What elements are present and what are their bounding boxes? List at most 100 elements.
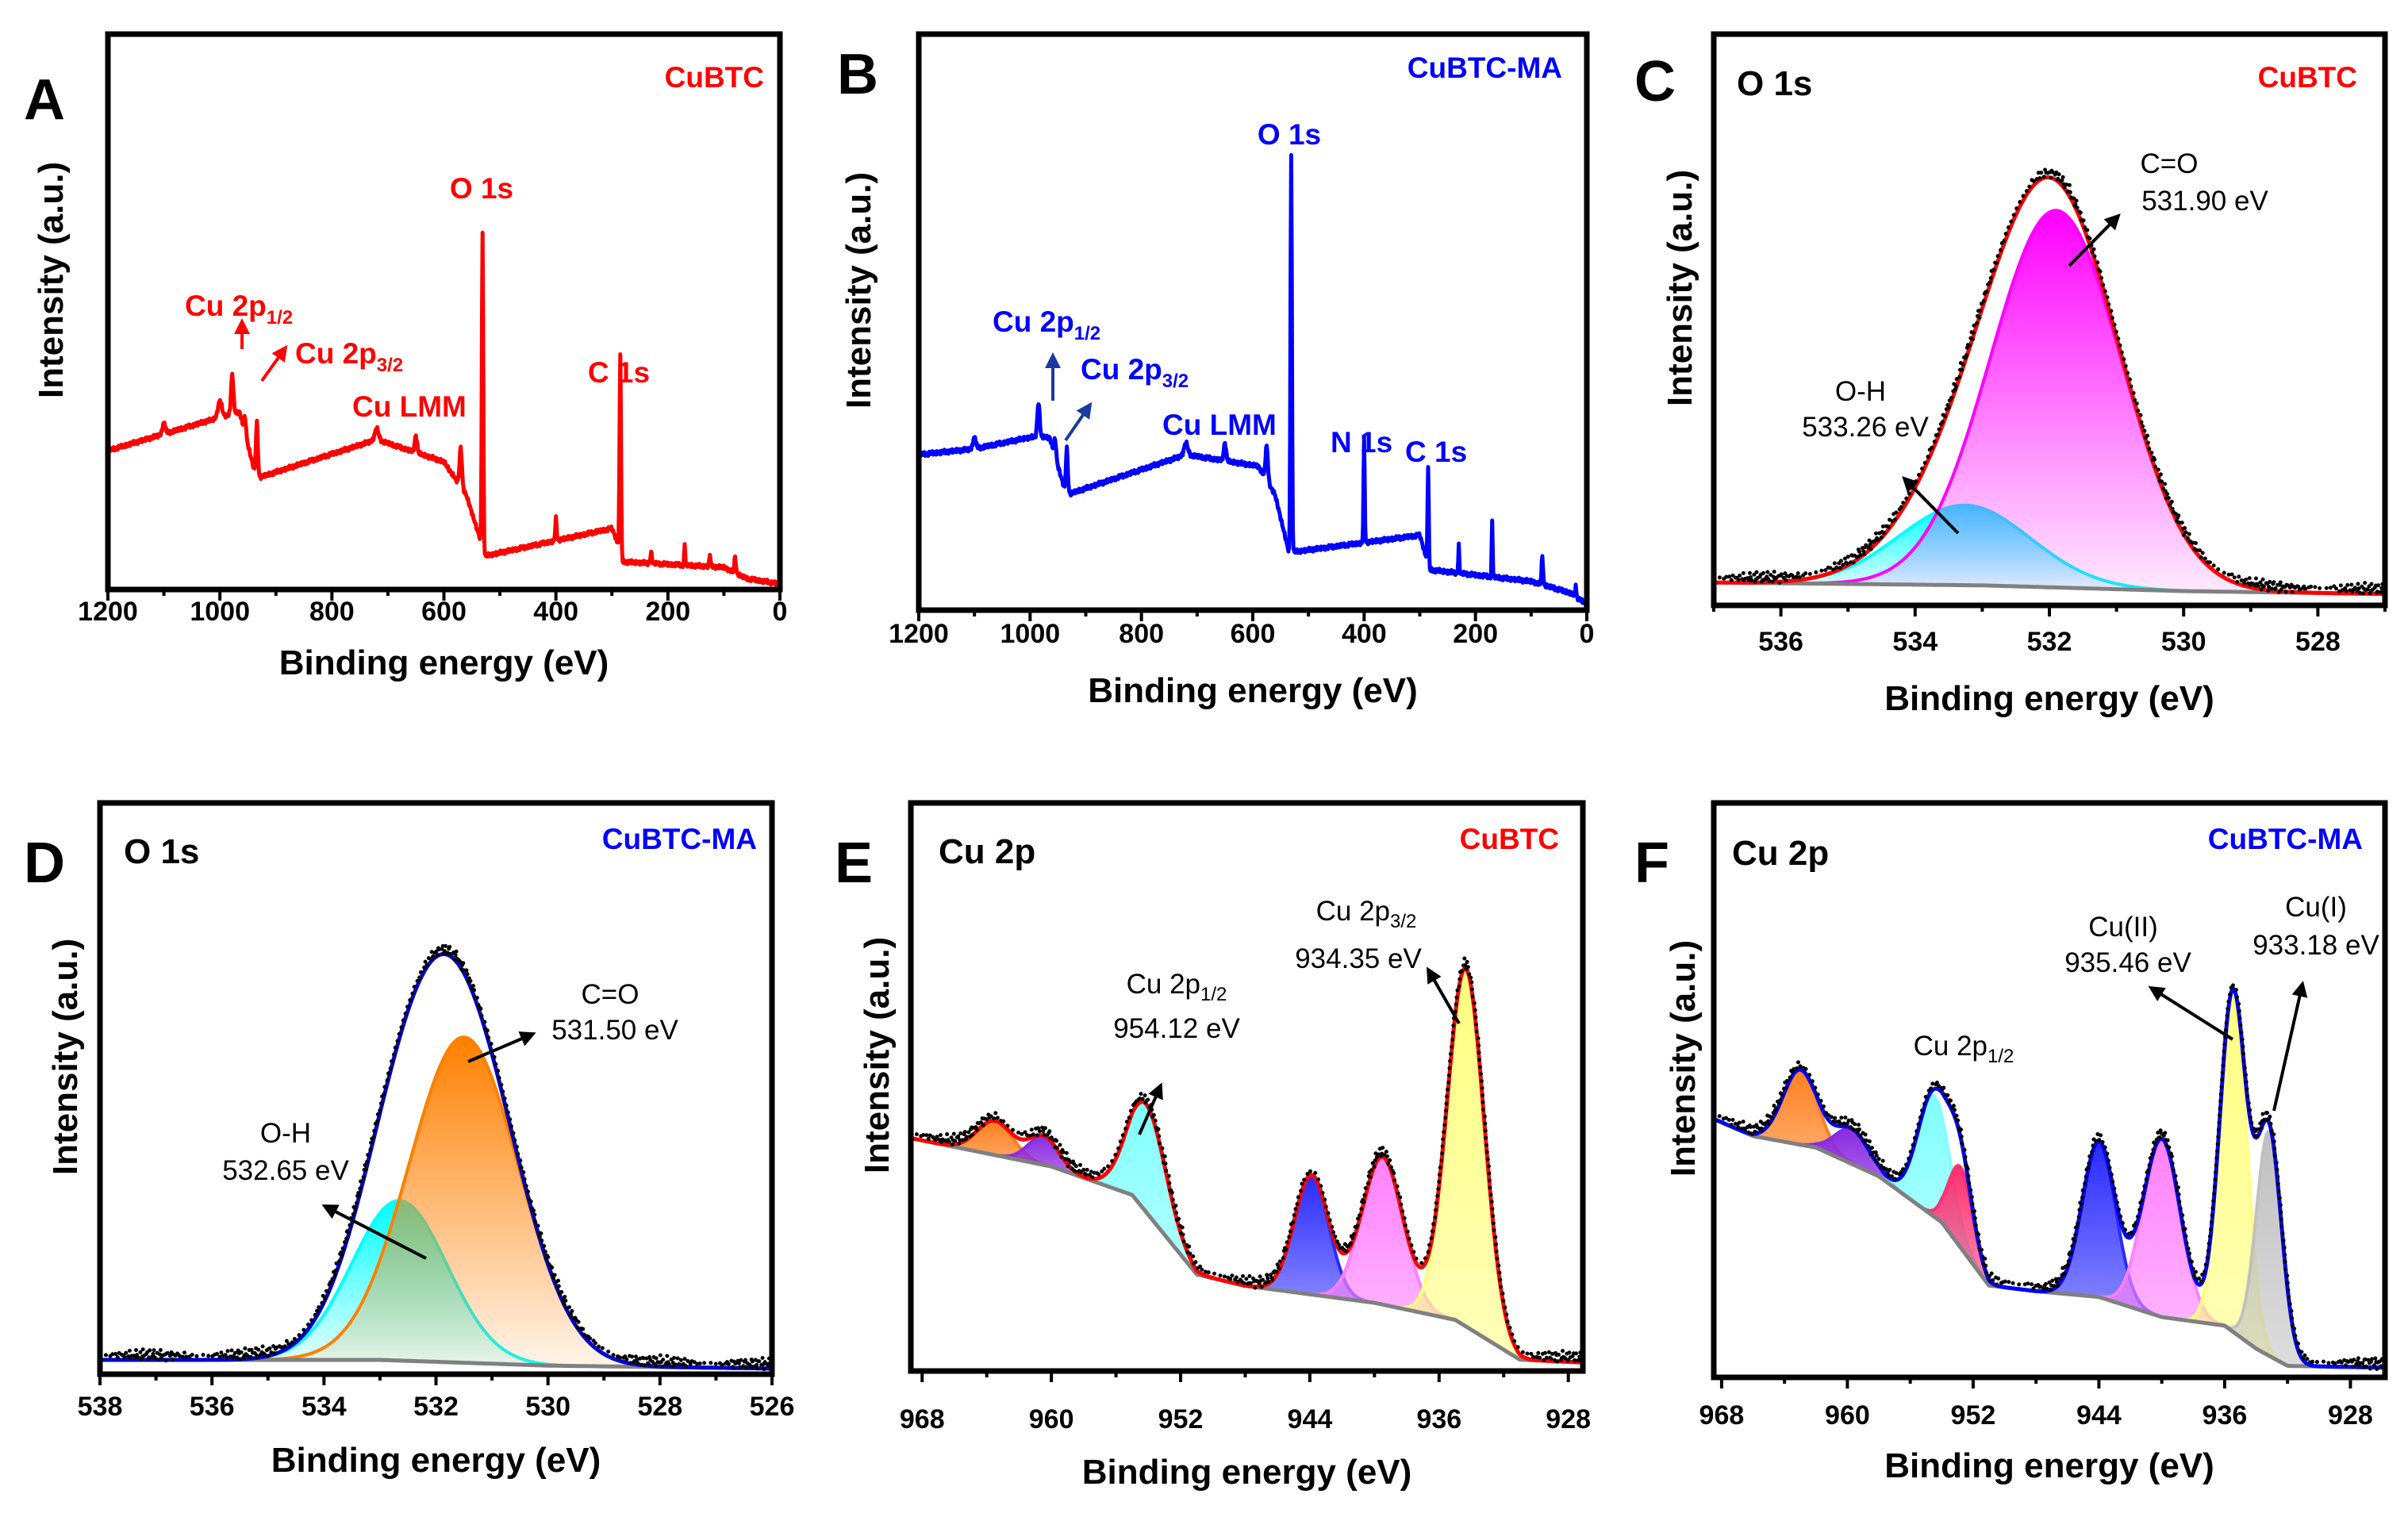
x-tick-label: 536: [190, 1392, 235, 1422]
peak-label-cu2p12: Cu 2p1/2: [185, 290, 293, 328]
x-tick-label: 600: [1231, 619, 1276, 649]
y-axis-title: Intensity (a.u.): [1664, 940, 1703, 1177]
panel-f: 968 960 952 944 936 928 Binding energy (eV) Int…: [1664, 800, 2388, 1485]
y-axis-title: Intensity (a.u.): [32, 162, 71, 398]
peak-label-cu-lmm: Cu LMM: [1162, 409, 1277, 441]
component-value-cu2: 935.46 eV: [2064, 947, 2191, 978]
component-value-2p12: 954.12 eV: [1113, 1013, 1240, 1044]
x-tick-label: 0: [1580, 619, 1595, 649]
core-level-title: Cu 2p: [939, 832, 1035, 871]
x-tick-label: 1200: [78, 597, 138, 627]
envelope-fit-line: [100, 952, 772, 1371]
plots-layer: 1200 1000 800 600 400 200 0 Binding energy (eV)…: [32, 31, 2388, 1492]
x-axis-title: Binding energy (eV): [1088, 671, 1418, 710]
component-label-oh: O-H: [1835, 376, 1886, 407]
x-tick-label: 944: [2076, 1400, 2122, 1431]
x-tick-label: 530: [2161, 627, 2206, 657]
panel-a-annotations: A CuBTC O 1s C 1s Cu LMM Cu 2p1/2 Cu 2p3…: [24, 61, 764, 423]
x-tick-label: 928: [1546, 1404, 1591, 1434]
sample-label: CuBTC: [2258, 61, 2357, 94]
survey-spectrum-line: [917, 152, 1589, 608]
x-tick-label: 928: [2328, 1400, 2373, 1431]
x-tick-label: 526: [750, 1392, 795, 1422]
sample-label: CuBTC: [665, 61, 764, 94]
fit-component-area: [1276, 1157, 1489, 1341]
x-tick-label: 400: [1342, 619, 1387, 649]
x-axis-title: Binding energy (eV): [1884, 1446, 2214, 1485]
arrow-oh: [1902, 476, 1960, 535]
peak-label-o1s: O 1s: [450, 172, 513, 205]
x-tick-label: 528: [637, 1392, 682, 1422]
x-tick-label: 536: [1758, 627, 1803, 657]
x-tick-label: 952: [1158, 1404, 1204, 1434]
panel-b: 1200 1000 800 600 400 200 0 Binding energy (eV)…: [839, 31, 1595, 710]
arrow-oh: [321, 1204, 427, 1260]
panel-d: 538 536 534 532 530 528 526 Binding energy (eV)…: [46, 800, 795, 1480]
y-axis-title: Intensity (a.u.): [1661, 170, 1699, 406]
x-tick-label: 968: [1699, 1400, 1745, 1431]
x-tick-label: 944: [1288, 1404, 1333, 1434]
sample-label: CuBTC-MA: [602, 823, 757, 855]
x-tick-label: 400: [533, 597, 578, 627]
sample-label: CuBTC-MA: [2208, 823, 2363, 855]
x-axis-title: Binding energy (eV): [1884, 679, 2214, 718]
core-level-title: O 1s: [124, 832, 199, 871]
raw-data-points: [908, 958, 1585, 1367]
x-tick-label: 960: [1029, 1404, 1074, 1434]
component-value-co: 531.90 eV: [2141, 186, 2268, 217]
fit-component-area: [2164, 993, 2302, 1366]
fit-component-area: [1763, 1128, 1942, 1223]
x-tick-label: 960: [1825, 1400, 1870, 1431]
fit-component-area: [180, 1037, 747, 1369]
arrow-2p32: [1427, 966, 1461, 1024]
y-axis-title: Intensity (a.u.): [46, 939, 85, 1175]
x-tick-label: 800: [1119, 619, 1164, 649]
x-tick-label: 800: [309, 597, 355, 627]
x-tick-label: 1200: [889, 619, 949, 649]
x-axis-title: Binding energy (eV): [1082, 1453, 1412, 1492]
panel-letter-e: E: [835, 831, 873, 895]
x-tick-label: 538: [78, 1392, 123, 1422]
peak-label-n1s: N 1s: [1331, 426, 1392, 459]
x-tick-label: 534: [1892, 627, 1938, 657]
x-tick-label: 600: [421, 597, 467, 627]
component-label-co: C=O: [2141, 148, 2199, 179]
sample-label: CuBTC-MA: [1408, 52, 1562, 84]
arrow-cu2p32: [1064, 401, 1093, 442]
peak-label-c1s: C 1s: [1405, 436, 1467, 468]
component-value-oh: 532.65 eV: [222, 1155, 349, 1186]
x-tick-label: 0: [773, 597, 788, 627]
fit-component-area: [2013, 1142, 2185, 1320]
panel-b-annotations: B CuBTC-MA O 1s N 1s C 1s Cu LMM Cu 2p1/…: [837, 43, 1562, 468]
component-value-cu1: 933.18 eV: [2252, 930, 2379, 961]
fit-component-area: [1899, 1166, 2023, 1290]
sample-label: CuBTC: [1460, 823, 1559, 855]
x-tick-label: 952: [1951, 1400, 1996, 1431]
panel-letter-b: B: [837, 43, 878, 106]
component-value-co: 531.50 eV: [551, 1015, 678, 1046]
core-level-title: O 1s: [1737, 64, 1812, 103]
plot-frame: [1711, 800, 2388, 1381]
fit-component-area: [1714, 1070, 1890, 1185]
panel-d-annotations: D O 1s CuBTC-MA C=O 531.50 eV O-H 532.65…: [24, 823, 757, 1260]
y-axis-title: Intensity (a.u.): [839, 172, 878, 409]
x-tick-label: 528: [2295, 627, 2341, 657]
peak-label-c1s: C 1s: [588, 356, 650, 389]
arrow-co: [2068, 213, 2121, 267]
plot-frame: [908, 800, 1586, 1374]
component-value-2p32: 934.35 eV: [1295, 943, 1422, 974]
component-label-cu1: Cu(I): [2285, 892, 2347, 923]
x-axis-title: Binding energy (eV): [271, 1441, 601, 1480]
x-tick-label: 532: [413, 1392, 459, 1422]
x-tick-label: 1000: [1000, 619, 1061, 649]
panel-f-annotations: F Cu 2p CuBTC-MA Cu(II) 935.46 eV Cu(I) …: [1634, 823, 2379, 1112]
component-label-2p12: Cu 2p1/2: [1127, 969, 1227, 1005]
x-tick-label: 1000: [190, 597, 250, 627]
x-tick-label: 200: [1453, 619, 1498, 649]
arrow-cu2: [2148, 985, 2234, 1041]
panel-a: 1200 1000 800 600 400 200 0 Binding energy (eV)…: [32, 31, 788, 682]
x-axis-title: Binding energy (eV): [279, 643, 609, 682]
component-label-2p32: Cu 2p3/2: [1316, 896, 1417, 932]
panel-letter-f: F: [1634, 831, 1669, 895]
